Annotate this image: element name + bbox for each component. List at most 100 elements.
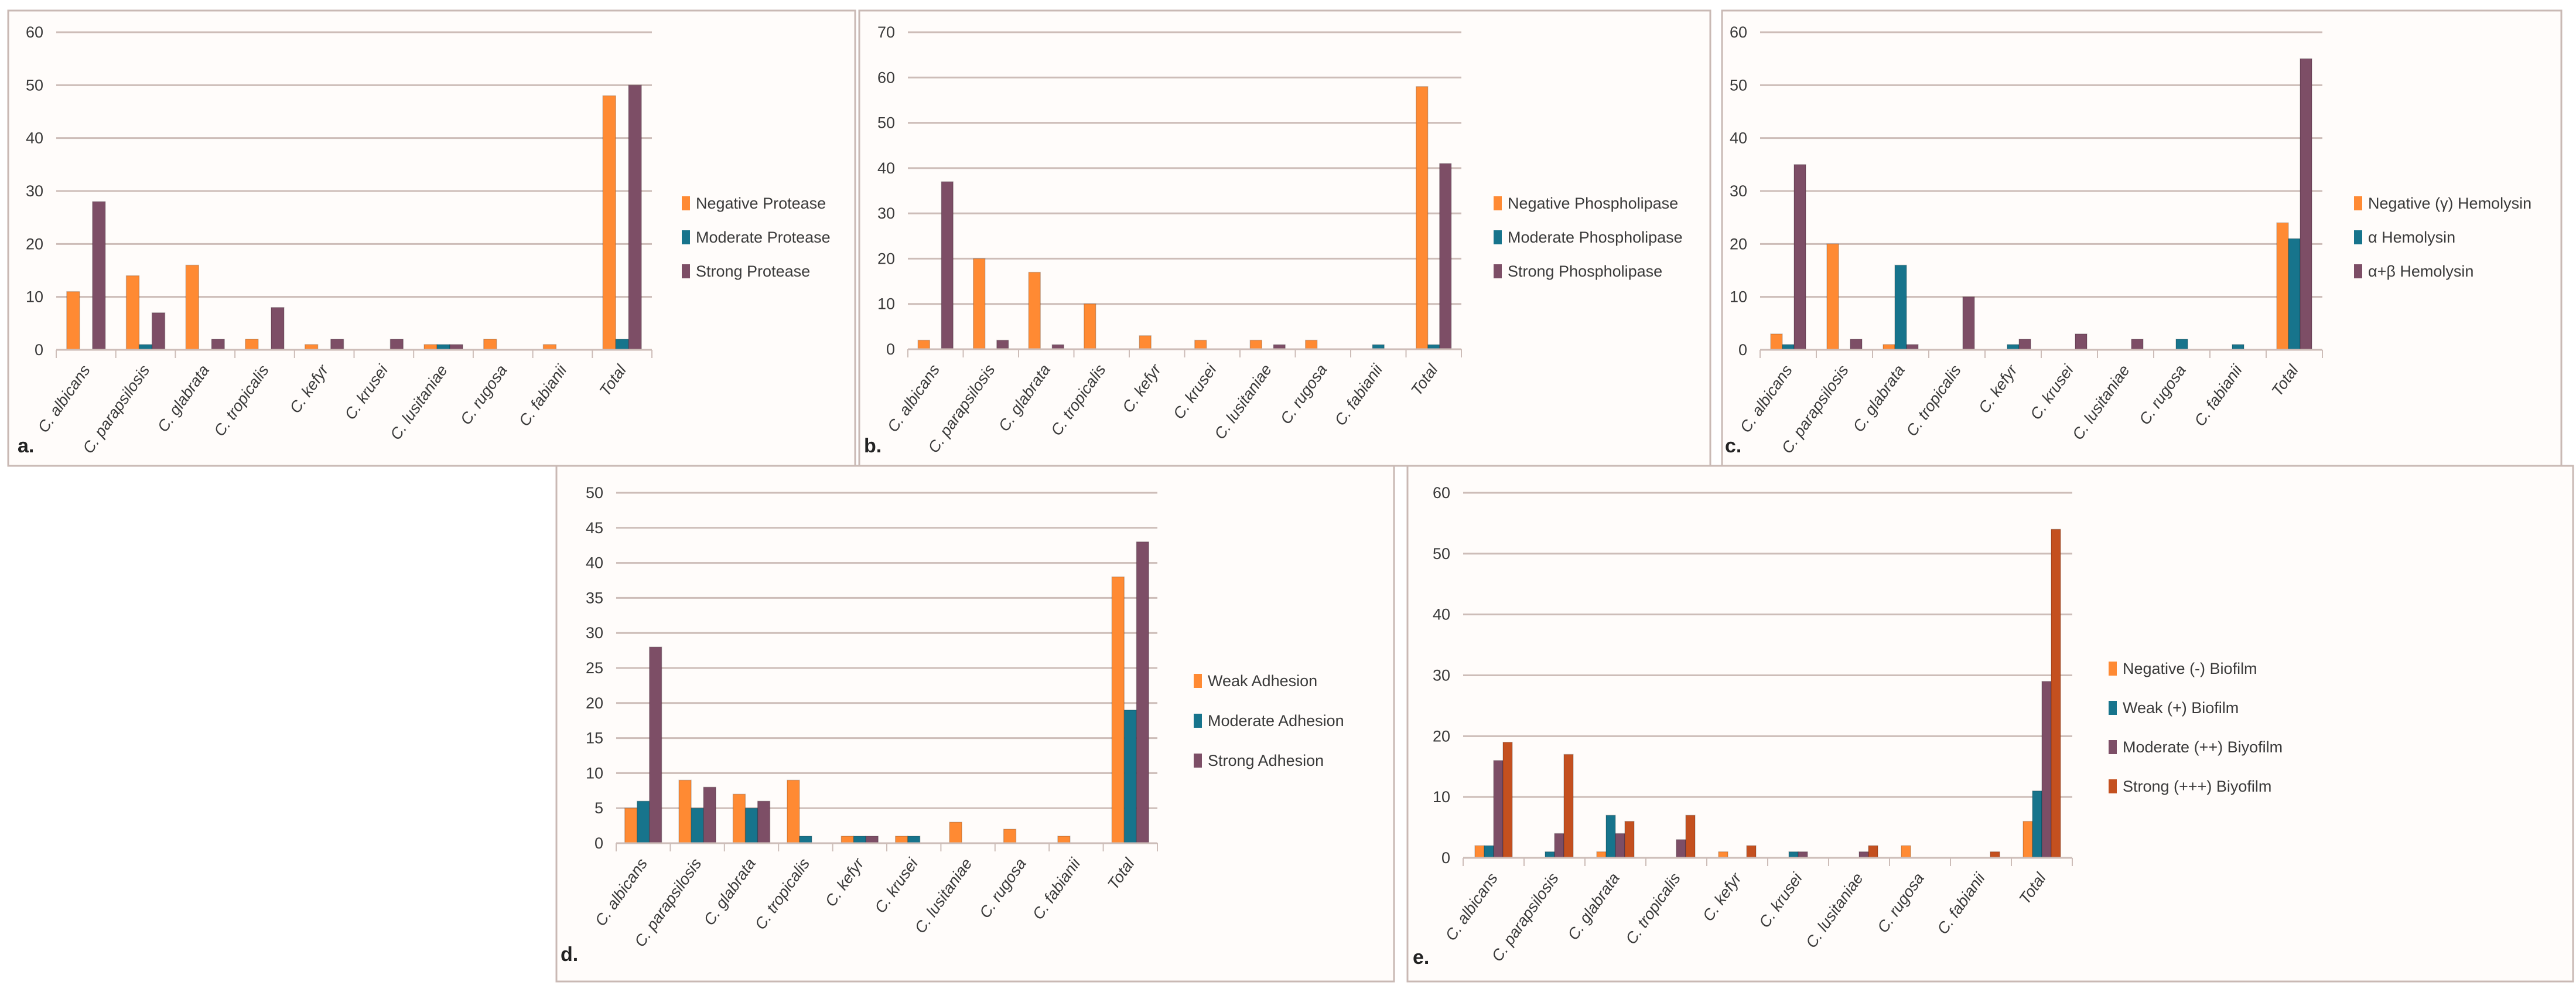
- bar: [271, 306, 285, 350]
- bar: [1615, 833, 1625, 858]
- legend-label: Moderate Protease: [696, 229, 831, 246]
- bar: [1718, 851, 1728, 858]
- legend-swatch: [2109, 662, 2117, 676]
- bar: [1084, 303, 1096, 350]
- bar: [1788, 851, 1799, 858]
- bar: [2051, 529, 2061, 858]
- y-tick-label: 0: [1738, 341, 1747, 359]
- bar: [799, 836, 812, 844]
- legend: Negative (-) Biofilm Weak (+) Biofilm Mode…: [2109, 660, 2283, 795]
- bar: [865, 836, 879, 844]
- bar: [1493, 760, 1504, 858]
- legend-label: Moderate Phospholipase: [1508, 229, 1683, 246]
- bar: [185, 264, 199, 350]
- bar: [841, 836, 855, 844]
- panel-frame: [858, 9, 1711, 467]
- bar: [678, 779, 692, 844]
- legend-swatch: [1494, 196, 1502, 210]
- legend-swatch: [682, 264, 690, 278]
- y-tick-label: 20: [1433, 727, 1450, 745]
- bar: [1746, 845, 1757, 858]
- panel-label: a.: [18, 435, 34, 457]
- bar: [1894, 264, 1907, 350]
- bar: [2041, 681, 2052, 858]
- bar: [330, 339, 344, 350]
- y-tick-label: 30: [586, 624, 603, 642]
- bar: [894, 836, 908, 844]
- bar: [92, 201, 106, 350]
- legend-label: Weak (+) Biofilm: [2123, 699, 2239, 717]
- bar: [1123, 710, 1137, 844]
- bar: [2288, 238, 2301, 350]
- bar: [907, 836, 921, 844]
- y-tick-label: 10: [877, 295, 895, 313]
- y-tick-label: 15: [586, 730, 603, 747]
- bar: [703, 786, 716, 844]
- legend-swatch: [682, 230, 690, 244]
- legend-label: α Hemolysin: [2368, 229, 2455, 246]
- bar: [628, 84, 642, 350]
- bar: [1003, 829, 1017, 844]
- bar: [1990, 851, 2000, 858]
- bar: [66, 291, 80, 350]
- legend-label: Strong (+++) Biyofilm: [2123, 778, 2271, 795]
- bar: [1502, 741, 1513, 858]
- bar: [2131, 339, 2144, 350]
- y-tick-label: 10: [26, 288, 43, 306]
- bar: [1962, 296, 1975, 350]
- y-tick-label: 20: [26, 235, 43, 253]
- bar: [1194, 339, 1207, 350]
- legend-label: Negative (γ) Hemolysin: [2368, 195, 2531, 212]
- bar: [691, 807, 704, 844]
- legend-label: Moderate (++) Biyofilm: [2123, 738, 2283, 756]
- bar: [636, 800, 650, 844]
- bar: [1826, 243, 1839, 350]
- bar: [1858, 851, 1869, 858]
- y-tick-label: 10: [586, 764, 603, 782]
- legend-swatch: [1494, 264, 1502, 278]
- bar: [917, 339, 930, 350]
- bar: [125, 275, 140, 350]
- bar: [1901, 845, 1911, 858]
- y-tick-label: 0: [35, 341, 43, 359]
- bar: [1554, 833, 1564, 858]
- bar: [1850, 339, 1863, 350]
- y-tick-label: 50: [877, 114, 895, 132]
- bar: [1305, 339, 1318, 350]
- y-tick-label: 50: [1730, 76, 1747, 94]
- y-tick-label: 60: [877, 69, 895, 86]
- bar: [483, 339, 497, 350]
- panel-frame: [1406, 465, 2574, 983]
- y-tick-label: 50: [1433, 545, 1450, 563]
- y-tick-label: 60: [1433, 484, 1450, 502]
- panel-frame: [1721, 9, 2563, 467]
- legend-label: Negative (-) Biofilm: [2123, 660, 2257, 677]
- legend-swatch: [682, 196, 690, 210]
- bar: [1798, 851, 1808, 858]
- legend-label: Negative Phospholipase: [1508, 195, 1678, 212]
- panel-label: b.: [864, 435, 882, 457]
- legend-swatch: [1194, 714, 1202, 728]
- legend-label: Weak Adhesion: [1208, 672, 1317, 690]
- bar: [211, 339, 225, 350]
- bar: [744, 807, 759, 844]
- bar: [853, 836, 867, 844]
- legend-label: Negative Protease: [696, 195, 826, 212]
- bar: [1676, 839, 1686, 858]
- y-tick-label: 40: [26, 129, 43, 147]
- legend-label: Moderate Adhesion: [1208, 712, 1344, 730]
- bar: [787, 779, 800, 844]
- legend-swatch: [2354, 264, 2362, 278]
- legend: Negative (γ) Hemolysin α Hemolysin α+β Hem…: [2354, 195, 2531, 280]
- bar: [1416, 86, 1429, 350]
- legend-swatch: [2354, 196, 2362, 210]
- legend: Weak Adhesion Moderate Adhesion Strong Adh…: [1194, 672, 1344, 769]
- bar: [390, 339, 404, 350]
- bar: [949, 822, 962, 844]
- y-tick-label: 0: [1441, 849, 1450, 867]
- y-tick-label: 0: [886, 340, 895, 358]
- bar: [1770, 333, 1783, 350]
